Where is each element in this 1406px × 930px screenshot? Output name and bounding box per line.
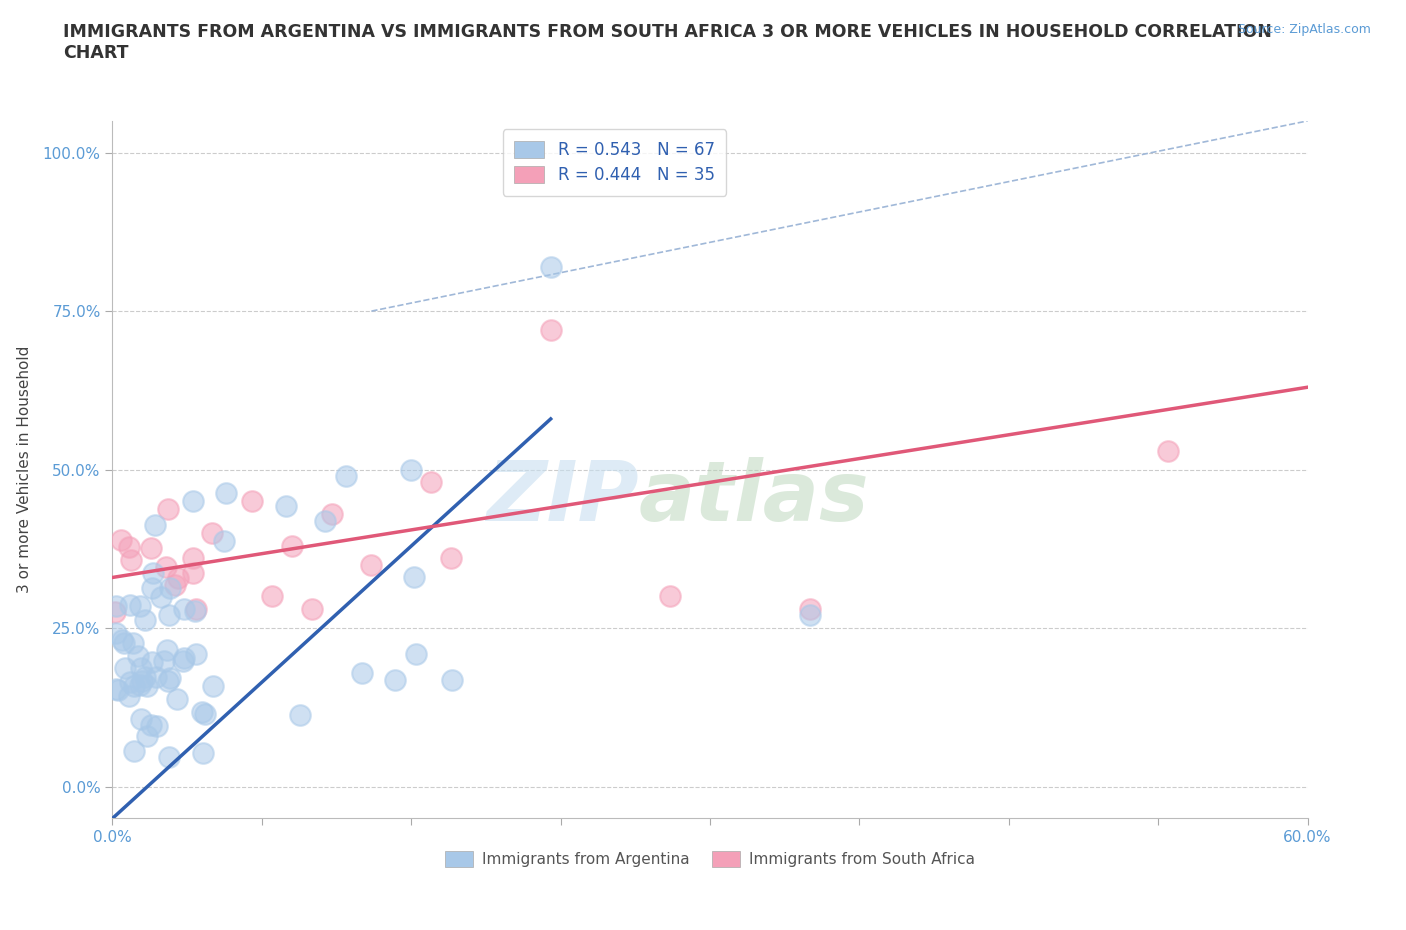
Point <box>321 507 343 522</box>
Point <box>181 566 204 581</box>
Point <box>190 705 212 720</box>
Point <box>186 601 208 616</box>
Point <box>145 670 167 684</box>
Text: atlas: atlas <box>638 457 869 538</box>
Point <box>146 718 169 733</box>
Point <box>402 570 425 585</box>
Point <box>139 541 162 556</box>
Point <box>191 745 214 760</box>
Point <box>1157 444 1180 458</box>
Point <box>201 679 224 694</box>
Point <box>157 502 180 517</box>
Point <box>155 560 177 575</box>
Point <box>163 578 186 592</box>
Point <box>194 706 217 721</box>
Point <box>352 666 374 681</box>
Point <box>276 498 298 513</box>
Point <box>405 646 427 661</box>
Point <box>118 539 141 554</box>
Point <box>112 635 135 650</box>
Point <box>181 551 204 565</box>
Point <box>420 475 443 490</box>
Point <box>110 532 132 547</box>
Y-axis label: 3 or more Vehicles in Household: 3 or more Vehicles in Household <box>17 346 31 593</box>
Point <box>440 551 463 565</box>
Point <box>114 660 136 675</box>
Point <box>118 597 141 612</box>
Point <box>111 632 134 647</box>
Point <box>134 612 156 627</box>
Point <box>659 589 682 604</box>
Text: IMMIGRANTS FROM ARGENTINA VS IMMIGRANTS FROM SOUTH AFRICA 3 OR MORE VEHICLES IN : IMMIGRANTS FROM ARGENTINA VS IMMIGRANTS … <box>63 23 1272 62</box>
Point <box>129 678 152 693</box>
Point <box>141 655 163 670</box>
Text: ZIP: ZIP <box>485 457 638 538</box>
Point <box>184 646 207 661</box>
Point <box>288 708 311 723</box>
Point <box>799 608 821 623</box>
Point <box>107 682 129 697</box>
Point <box>141 580 163 595</box>
Point <box>281 538 304 553</box>
Point <box>384 672 406 687</box>
Text: Source: ZipAtlas.com: Source: ZipAtlas.com <box>1237 23 1371 36</box>
Point <box>143 517 166 532</box>
Point <box>129 660 152 675</box>
Point <box>156 643 179 658</box>
Point <box>314 513 336 528</box>
Point <box>131 674 153 689</box>
Point <box>240 494 263 509</box>
Point <box>153 653 176 668</box>
Point <box>172 654 194 669</box>
Point <box>260 589 283 604</box>
Point <box>118 688 141 703</box>
Point <box>120 674 142 689</box>
Point <box>105 682 128 697</box>
Point <box>104 599 127 614</box>
Point <box>157 750 180 764</box>
Point <box>799 602 821 617</box>
Point <box>167 571 190 586</box>
Point <box>335 469 357 484</box>
Point <box>173 602 195 617</box>
Point <box>134 670 156 684</box>
Point <box>128 598 150 613</box>
Point <box>105 625 128 640</box>
Point <box>121 636 143 651</box>
Point <box>122 679 145 694</box>
Point <box>540 323 562 338</box>
Point <box>136 729 159 744</box>
Point <box>360 557 382 572</box>
Point <box>104 604 127 619</box>
Point <box>159 580 181 595</box>
Point <box>136 678 159 693</box>
Point <box>166 691 188 706</box>
Point <box>142 565 165 580</box>
Point <box>212 534 235 549</box>
Point <box>139 717 162 732</box>
Point <box>441 673 464 688</box>
Point <box>129 711 152 726</box>
Point <box>181 494 204 509</box>
Point <box>157 673 180 688</box>
Legend: Immigrants from Argentina, Immigrants from South Africa: Immigrants from Argentina, Immigrants fr… <box>439 845 981 873</box>
Point <box>301 602 323 617</box>
Point <box>120 552 142 567</box>
Point <box>127 648 149 663</box>
Point <box>215 485 238 500</box>
Point <box>173 650 195 665</box>
Point <box>540 259 562 274</box>
Point <box>149 590 172 604</box>
Point <box>159 671 181 685</box>
Point <box>401 462 423 477</box>
Point <box>183 604 205 618</box>
Point <box>201 525 224 540</box>
Point <box>157 607 180 622</box>
Point <box>124 744 146 759</box>
